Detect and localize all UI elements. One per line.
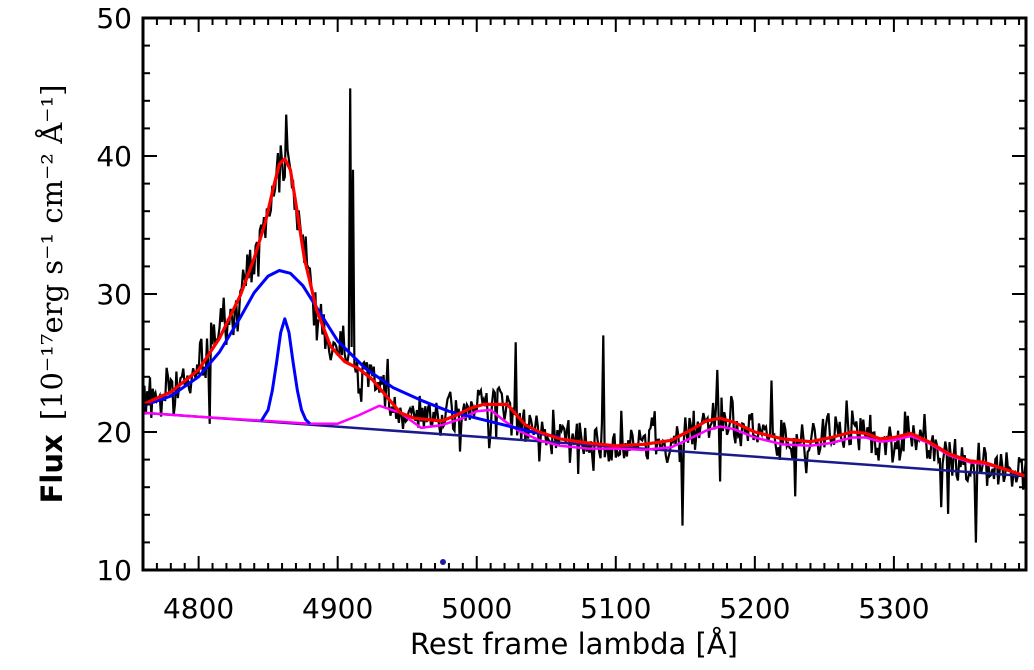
y-tick-label: 40 xyxy=(96,140,132,173)
x-tick-label: 5200 xyxy=(719,592,790,625)
y-axis-label-flux: Flux xyxy=(35,434,69,503)
plot-area xyxy=(141,88,1028,543)
y-tick-label: 20 xyxy=(96,416,132,449)
x-tick-label: 5000 xyxy=(441,592,512,625)
stray-dot xyxy=(440,559,446,565)
y-tick-label: 50 xyxy=(96,2,132,35)
x-tick-label: 4800 xyxy=(163,592,234,625)
y-tick-labels: 10 20 30 40 50 xyxy=(96,2,132,587)
x-tick-label: 4900 xyxy=(302,592,373,625)
feii-template-line xyxy=(142,404,1027,478)
observed-spectrum-line xyxy=(141,88,1028,543)
x-axis-label: Rest frame lambda [Å] xyxy=(410,627,738,661)
x-tick-label: 5300 xyxy=(858,592,929,625)
y-tick-label: 10 xyxy=(96,554,132,587)
svg-text:Flux [10⁻¹⁷erg s⁻¹ cm⁻²: Flux [10⁻¹⁷erg s⁻¹ cm⁻² Å⁻¹] xyxy=(34,85,69,504)
total-model-line xyxy=(142,157,1027,478)
x-tick-labels: 4800 4900 5000 5100 5200 5300 xyxy=(163,592,930,625)
hbeta-broad-line xyxy=(142,269,561,439)
x-tick-label: 5100 xyxy=(580,592,651,625)
y-tick-label: 30 xyxy=(96,278,132,311)
y-axis-label-units: [10⁻¹⁷erg s⁻¹ cm⁻² Å⁻¹] xyxy=(34,85,69,421)
hbeta-narrow-line xyxy=(259,317,311,425)
plot-frame xyxy=(141,16,1028,572)
axis-ticks xyxy=(142,17,1026,571)
